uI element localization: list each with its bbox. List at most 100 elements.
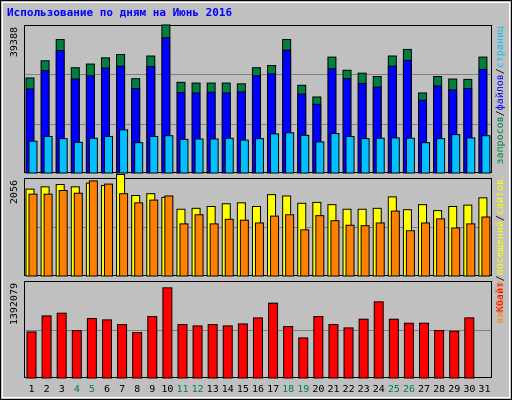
pages-bar	[164, 135, 174, 174]
sites-bar	[103, 183, 113, 277]
day-label: 26	[403, 384, 415, 395]
kbytes-bar	[222, 325, 233, 379]
day-label: 17	[267, 384, 279, 395]
pages-bar	[149, 135, 159, 174]
kbytes-bar	[207, 324, 218, 379]
sites-bar	[451, 227, 461, 277]
day-label: 28	[433, 384, 445, 395]
sites-bar	[209, 223, 219, 277]
day-label: 1	[29, 384, 35, 395]
pages-bar	[270, 133, 280, 174]
legend-entry: посещений	[494, 221, 506, 275]
kbytes-bar	[434, 330, 445, 379]
day-label: 16	[252, 384, 264, 395]
sites-bar	[149, 199, 159, 277]
kbytes-bar	[403, 322, 414, 379]
day-label: 30	[463, 384, 475, 395]
day-label: 20	[312, 384, 324, 395]
kbytes-bar	[162, 287, 173, 379]
sites-bar	[224, 218, 234, 277]
kbytes-bar	[86, 318, 97, 379]
pages-bar	[73, 141, 83, 174]
kbytes-bar	[298, 337, 309, 379]
day-label: 9	[149, 384, 155, 395]
legend-entry: страниц	[495, 26, 506, 68]
day-label: 5	[89, 384, 95, 395]
kbytes-bar	[41, 315, 52, 379]
pages-bar	[209, 138, 219, 174]
kbytes-bar	[313, 316, 324, 379]
kbytes-bar	[132, 332, 143, 379]
day-label: 21	[327, 384, 339, 395]
legend-entry: визитов	[495, 281, 506, 323]
kbytes-bar	[358, 318, 369, 379]
day-label: 19	[297, 384, 309, 395]
pages-bar	[194, 138, 204, 174]
sites-bar	[481, 216, 491, 277]
pages-bar	[451, 134, 461, 174]
sites-bar	[405, 230, 415, 277]
visits-ymax-label: 2056	[9, 180, 20, 204]
sites-bar	[179, 223, 189, 277]
pages-bar	[224, 137, 234, 174]
day-label: 22	[343, 384, 355, 395]
kbytes-bar	[449, 330, 460, 379]
kbytes-bar	[388, 318, 399, 379]
pages-bar	[375, 137, 385, 174]
sites-bar	[330, 220, 340, 277]
pages-bar	[436, 138, 446, 174]
sites-bar	[43, 193, 53, 277]
pages-bar	[254, 138, 264, 174]
pages-bar	[345, 135, 355, 174]
pages-bar	[466, 137, 476, 174]
day-label: 24	[373, 384, 385, 395]
sites-bar	[119, 193, 129, 277]
day-label: 15	[237, 384, 249, 395]
pages-bar	[481, 135, 491, 174]
sites-bar	[194, 214, 204, 277]
legend-entry: /	[495, 68, 506, 74]
day-label: 11	[176, 384, 188, 395]
kbytes-bar	[56, 312, 67, 379]
kbytes-bar	[147, 316, 158, 379]
pages-bar	[179, 138, 189, 174]
day-label: 18	[282, 384, 294, 395]
kbytes-bar	[464, 317, 475, 379]
sites-bar	[73, 192, 83, 277]
kbytes-bar	[101, 319, 112, 379]
sites-bar	[270, 215, 280, 277]
legend-entry: файлов	[494, 74, 506, 110]
kbytes-bar	[419, 322, 430, 379]
kbytes-bar	[343, 327, 354, 379]
day-label: 3	[59, 384, 65, 395]
day-label: 14	[222, 384, 234, 395]
day-label: 2	[44, 384, 50, 395]
kbytes-legend: Кбайт	[494, 282, 506, 312]
legend-entry: /	[495, 110, 506, 116]
day-label: 25	[388, 384, 400, 395]
kbytes-bar	[117, 324, 128, 379]
sites-bar	[421, 222, 431, 277]
pages-bar	[103, 135, 113, 174]
kbytes-bar	[252, 317, 263, 379]
kbytes-bar	[237, 323, 248, 379]
sites-bar	[28, 193, 38, 277]
kbytes-bar	[71, 330, 82, 379]
day-label: 31	[478, 384, 490, 395]
pages-bar	[360, 138, 370, 174]
day-label: 13	[207, 384, 219, 395]
sites-bar	[390, 210, 400, 277]
pages-bar	[330, 133, 340, 174]
sites-bar	[239, 219, 249, 277]
legend-entry: /	[495, 215, 506, 221]
sites-bar	[300, 229, 310, 277]
legend-entry: сайтов	[494, 179, 506, 215]
kbytes-bar	[177, 324, 188, 379]
sites-bar	[88, 180, 98, 277]
sites-bar	[58, 190, 68, 277]
kbytes-ymax-label: 1392079	[9, 283, 20, 325]
pages-bar	[134, 142, 144, 174]
sites-bar	[436, 218, 446, 277]
